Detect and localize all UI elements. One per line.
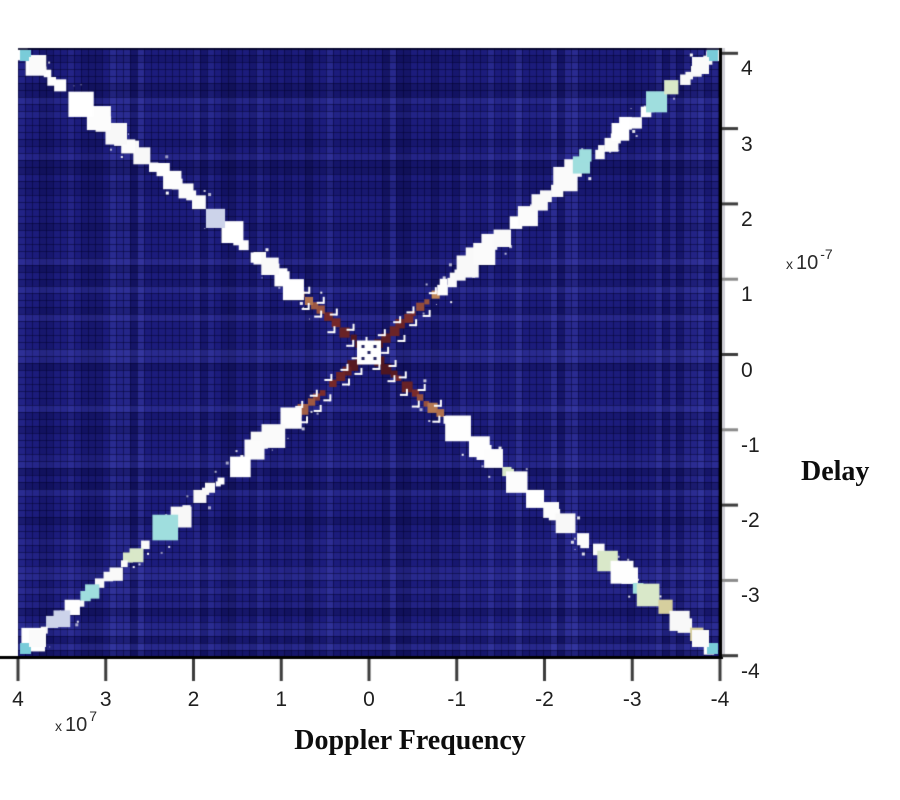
y-tick-label: -1: [741, 433, 760, 457]
y-axis-scale-note: x 10 -7: [786, 246, 833, 275]
y-tick-label: 4: [741, 57, 753, 81]
x-tick-label: 3: [99, 688, 112, 711]
x-scale-times: x: [55, 718, 62, 734]
y-tick-label: -2: [741, 509, 760, 533]
y-axis-label: Delay: [801, 456, 870, 487]
x-tick-label: -4: [710, 688, 730, 711]
x-tick-label: 4: [12, 688, 24, 711]
x-tick-label: -2: [535, 688, 554, 711]
y-tick-label: -3: [741, 584, 760, 608]
y-tick-label: 2: [741, 207, 753, 231]
x-tick-label: 0: [363, 688, 375, 711]
x-axis-label: Doppler Frequency: [294, 725, 526, 756]
x-tick-label: -3: [622, 688, 642, 711]
y-tick-label: 1: [741, 283, 753, 307]
y-tick-label: -4: [741, 659, 760, 683]
x-tick-label: 2: [187, 688, 200, 711]
x-scale-exponent: 7: [89, 708, 98, 724]
y-scale-base: 10: [796, 252, 819, 274]
y-scale-exponent: -7: [820, 246, 833, 262]
y-tick-label: 3: [741, 132, 753, 156]
x-axis-scale-note: x 10 7: [55, 708, 97, 737]
y-scale-times: x: [786, 256, 793, 272]
x-tick-label: 1: [275, 688, 288, 711]
x-scale-base: 10: [65, 714, 88, 736]
y-tick-label: 0: [741, 358, 753, 382]
x-tick-label: -1: [447, 688, 467, 711]
